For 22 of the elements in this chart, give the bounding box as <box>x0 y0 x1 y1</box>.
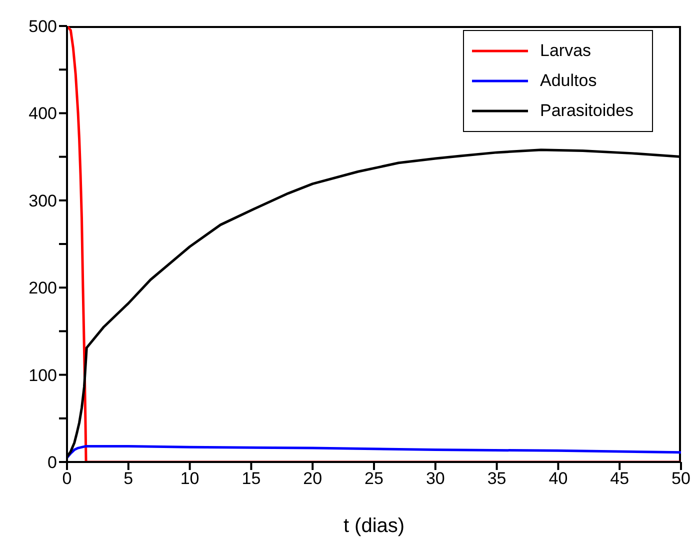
line-series <box>67 445 681 459</box>
x-tick-label: 5 <box>124 469 134 488</box>
x-tick-label: 15 <box>242 469 261 488</box>
legend-label: Parasitoides <box>540 101 634 121</box>
legend-label: Adultos <box>540 71 597 91</box>
y-tick-label: 200 <box>28 278 57 298</box>
x-tick-label: 30 <box>426 469 445 488</box>
legend-label: Larvas <box>540 41 592 61</box>
x-tick-label: 25 <box>364 469 384 488</box>
y-tick-label: 100 <box>28 366 57 385</box>
x-tick-label: 0 <box>62 469 72 488</box>
x-tick-label: 40 <box>548 469 568 488</box>
x-axis-title: t (dias) <box>343 515 405 537</box>
x-tick-label: 35 <box>487 469 506 488</box>
x-tick-label: 20 <box>303 469 322 488</box>
x-tick-label: 10 <box>180 469 200 488</box>
x-tick-label: 50 <box>672 469 690 488</box>
y-tick-label: 300 <box>28 191 57 210</box>
y-tick-label: 400 <box>28 104 57 124</box>
y-tick-label: 500 <box>28 17 57 36</box>
x-tick-label: 45 <box>610 469 630 488</box>
y-tick-label: 0 <box>48 453 57 472</box>
